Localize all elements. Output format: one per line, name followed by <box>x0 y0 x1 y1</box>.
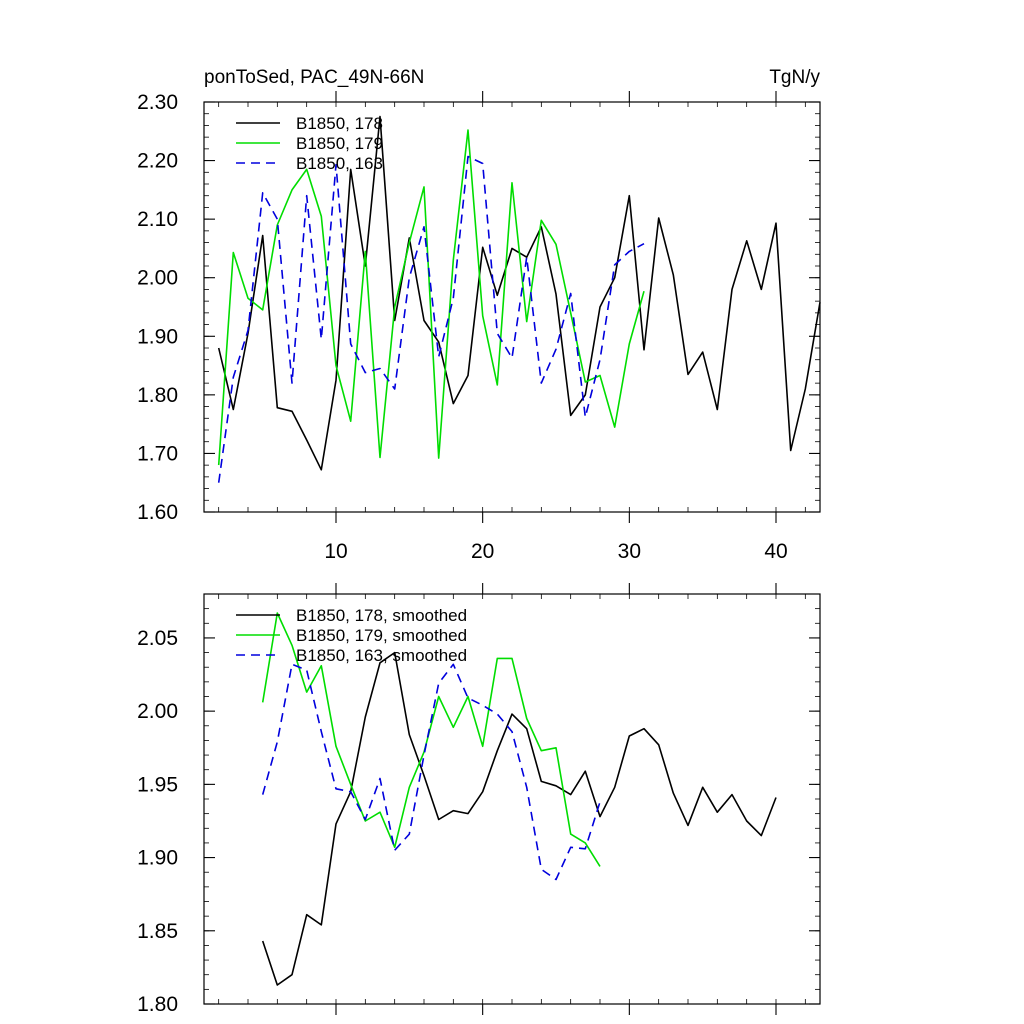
legend-label: B1850, 163, smoothed <box>296 646 467 665</box>
y-tick-label: 1.80 <box>137 384 178 407</box>
x-tick-label: 30 <box>618 540 641 563</box>
x-tick-label: 20 <box>471 540 494 563</box>
y-tick-label: 1.85 <box>137 920 178 943</box>
y-tick-label: 2.10 <box>137 208 178 231</box>
y-tick-label: 2.00 <box>137 700 178 723</box>
y-tick-label: 1.70 <box>137 442 178 465</box>
bottom-panel: 1.80 1.85 1.90 1.95 2.00 2.05 B1850, 178, smo… <box>137 583 821 1016</box>
series-line-3 <box>261 663 601 881</box>
x-tick-label: 40 <box>764 540 787 563</box>
legend-label: B1850, 163 <box>296 154 383 173</box>
y-tick-label: 1.90 <box>137 325 178 348</box>
y-tick-label: 1.80 <box>137 993 178 1016</box>
y-tick-label: 2.00 <box>137 267 178 290</box>
y-tick-label: 1.95 <box>137 773 178 796</box>
y-tick-label: 2.05 <box>137 627 178 650</box>
panel-title: ponToSed, PAC_49N-66N <box>204 67 424 88</box>
legend-label: B1850, 178 <box>296 114 383 133</box>
series-line-2 <box>261 612 601 867</box>
series-line-1 <box>261 651 777 986</box>
legend-label: B1850, 178, smoothed <box>296 606 467 625</box>
y-tick-label: 2.30 <box>137 91 178 114</box>
y-tick-label: 2.20 <box>137 150 178 173</box>
series-line-2 <box>217 129 645 466</box>
legend-label: B1850, 179 <box>296 134 383 153</box>
x-tick-label: 10 <box>324 540 347 563</box>
top-panel: ponToSed, PAC_49N-66N TgN/y 1.60 1.70 1.80… <box>137 67 821 563</box>
y-tick-label: 1.60 <box>137 501 178 524</box>
panel-units: TgN/y <box>769 67 820 88</box>
y-tick-label: 1.90 <box>137 847 178 870</box>
legend-label: B1850, 179, smoothed <box>296 626 467 645</box>
